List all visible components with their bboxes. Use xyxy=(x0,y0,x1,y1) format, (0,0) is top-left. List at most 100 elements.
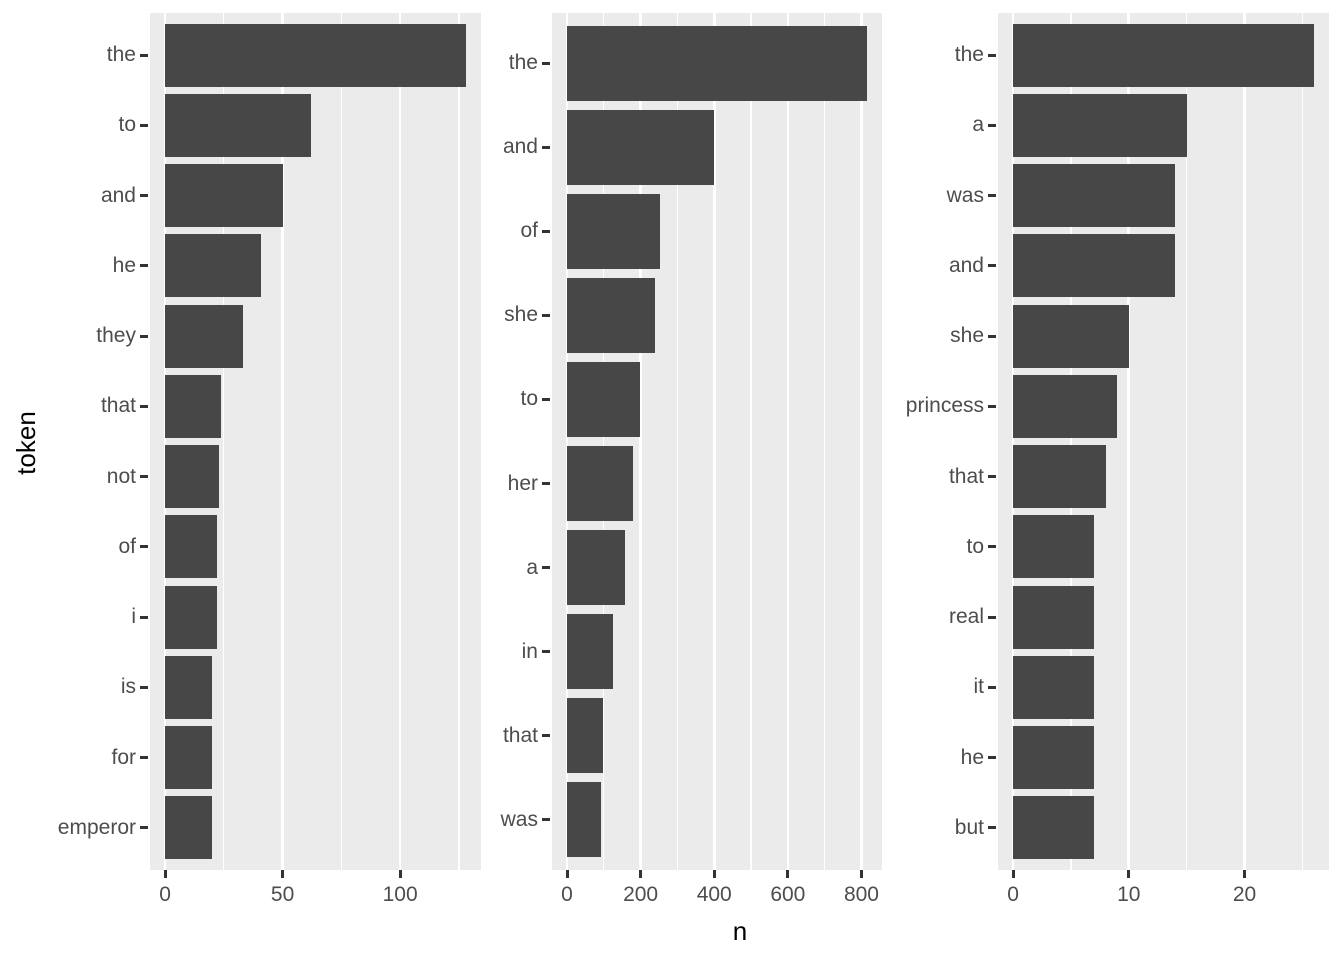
gridline-minor xyxy=(676,13,679,870)
y-tick-label: was xyxy=(500,807,538,831)
y-tick-mark xyxy=(988,123,996,127)
y-tick-mark xyxy=(542,313,550,317)
bar xyxy=(567,781,602,858)
y-tick-label: it xyxy=(973,675,985,699)
y-tick-mark xyxy=(140,194,148,198)
gridline-major xyxy=(163,13,167,870)
bar xyxy=(1013,585,1095,649)
bar xyxy=(1013,374,1118,438)
x-tick-mark xyxy=(859,870,863,878)
y-tick-label: and xyxy=(100,183,136,207)
y-tick-mark xyxy=(542,482,550,485)
y-tick-mark xyxy=(542,61,550,65)
bar xyxy=(165,725,213,790)
bar xyxy=(165,164,283,228)
y-tick-mark xyxy=(542,566,550,570)
y-tick-label: the xyxy=(508,51,538,75)
gridline-minor xyxy=(1070,13,1072,870)
y-tick-label: was xyxy=(946,183,984,207)
y-tick-mark xyxy=(988,194,996,198)
y-tick-label: but xyxy=(954,815,984,839)
y-tick-label: the xyxy=(106,43,136,67)
bar xyxy=(165,585,217,649)
bar xyxy=(1013,515,1095,579)
x-tick-mark xyxy=(398,870,402,878)
bar xyxy=(567,25,867,102)
y-tick-mark xyxy=(988,334,996,338)
bar xyxy=(165,374,222,438)
y-tick-mark xyxy=(542,229,550,233)
y-tick-label: she xyxy=(504,303,538,327)
gridline-minor xyxy=(1301,13,1304,870)
y-tick-label: that xyxy=(948,464,984,488)
bar xyxy=(165,796,213,860)
x-tick-mark xyxy=(1011,870,1015,878)
panel-3 xyxy=(998,13,1329,870)
y-tick-label: is xyxy=(120,675,136,699)
bar xyxy=(1013,725,1095,790)
y-axis-title: token xyxy=(11,411,41,475)
y-tick-label: and xyxy=(502,135,538,159)
y-tick-mark xyxy=(988,264,996,268)
bar xyxy=(165,655,213,719)
y-tick-mark xyxy=(140,264,148,268)
bar xyxy=(1013,234,1176,298)
bar xyxy=(567,529,625,606)
x-tick-label: 10 xyxy=(1117,883,1141,906)
x-tick-label: 400 xyxy=(696,883,732,906)
bar xyxy=(567,109,715,186)
y-tick-label: the xyxy=(954,43,984,67)
panel-1 xyxy=(150,13,481,870)
y-tick-mark xyxy=(542,818,550,822)
y-tick-mark xyxy=(988,756,996,760)
y-tick-label: that xyxy=(502,723,538,747)
bar xyxy=(567,445,634,522)
y-tick-label: princess xyxy=(905,394,984,418)
bar xyxy=(567,697,603,774)
y-tick-label: she xyxy=(950,324,984,348)
y-tick-label: they xyxy=(96,324,136,348)
x-tick-label: 0 xyxy=(159,883,171,906)
y-tick-mark xyxy=(140,334,148,338)
bar xyxy=(165,445,220,509)
x-tick-mark xyxy=(639,870,643,878)
gridline-major xyxy=(639,13,642,870)
y-tick-label: a xyxy=(526,555,538,579)
gridline-minor xyxy=(603,13,605,870)
y-tick-label: of xyxy=(118,534,136,558)
gridline-major xyxy=(786,13,790,870)
gridline-major xyxy=(860,13,863,870)
x-tick-mark xyxy=(1127,870,1131,878)
y-tick-label: he xyxy=(112,253,136,277)
x-tick-label: 0 xyxy=(561,883,573,906)
gridline-minor xyxy=(340,13,342,870)
y-tick-label: not xyxy=(106,464,136,488)
bar xyxy=(1013,23,1314,87)
bar xyxy=(165,234,262,298)
x-tick-label: 100 xyxy=(382,883,418,906)
bar xyxy=(1013,164,1176,228)
y-tick-mark xyxy=(140,756,148,760)
y-tick-label: for xyxy=(111,745,136,769)
x-tick-mark xyxy=(565,870,569,878)
y-tick-label: i xyxy=(131,605,136,629)
bar xyxy=(165,23,466,87)
y-tick-label: to xyxy=(118,113,136,137)
y-tick-label: and xyxy=(948,253,984,277)
y-tick-mark xyxy=(140,545,148,549)
y-tick-mark xyxy=(140,53,148,57)
bar xyxy=(567,277,655,354)
y-tick-label: that xyxy=(100,394,136,418)
y-tick-mark xyxy=(140,404,148,408)
x-tick-label: 600 xyxy=(770,883,806,906)
x-tick-mark xyxy=(786,870,790,878)
y-tick-label: of xyxy=(520,219,538,243)
gridline-major xyxy=(398,13,402,870)
y-tick-label: in xyxy=(521,639,538,663)
y-tick-mark xyxy=(988,545,996,549)
bar xyxy=(1013,655,1095,719)
gridline-major xyxy=(712,13,716,870)
x-tick-label: 20 xyxy=(1232,883,1257,906)
y-tick-mark xyxy=(988,685,996,689)
gridline-major xyxy=(1011,13,1015,870)
